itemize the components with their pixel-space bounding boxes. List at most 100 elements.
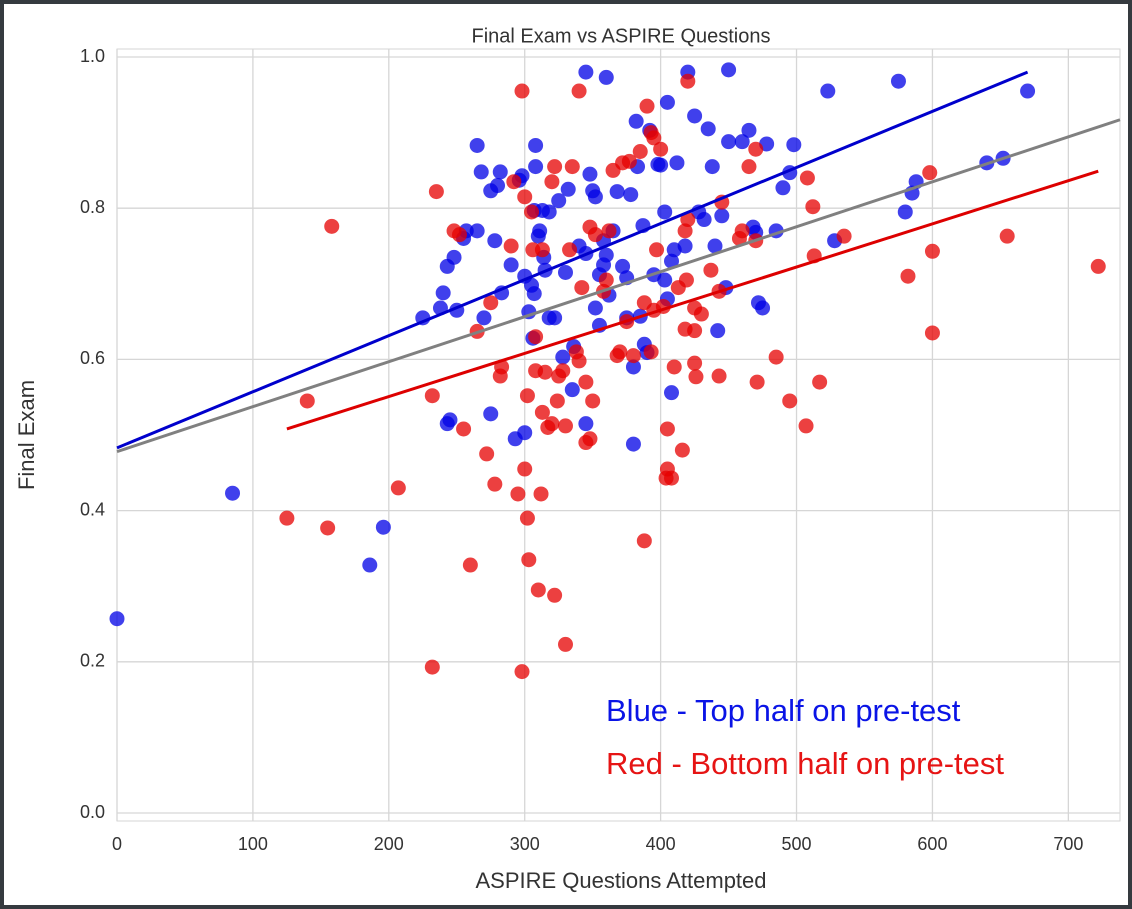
point: [601, 223, 617, 239]
point: [922, 165, 938, 181]
point: [625, 359, 641, 375]
point: [653, 157, 669, 173]
point: [688, 369, 704, 385]
point: [748, 141, 764, 157]
point: [541, 204, 557, 220]
point: [749, 374, 765, 390]
point: [533, 486, 549, 502]
point: [519, 510, 535, 526]
point: [479, 446, 495, 462]
point: [320, 520, 336, 536]
point: [669, 155, 685, 171]
point: [805, 199, 821, 215]
point: [528, 159, 544, 175]
point: [820, 83, 836, 99]
point: [514, 664, 530, 680]
point: [639, 98, 655, 114]
annotation: Blue - Top half on pre-test: [606, 693, 961, 728]
point: [324, 218, 340, 234]
point: [799, 170, 815, 186]
y-tick-label: 0.0: [80, 802, 105, 822]
point: [578, 64, 594, 80]
y-tick-label: 0.8: [80, 197, 105, 217]
point: [710, 323, 726, 339]
point: [557, 264, 573, 280]
point: [362, 557, 378, 573]
point: [609, 184, 625, 200]
point: [897, 204, 913, 220]
point: [279, 510, 295, 526]
x-tick-label: 700: [1053, 834, 1083, 854]
point: [547, 310, 563, 326]
point: [528, 137, 544, 153]
trend-line: [116, 70, 1029, 450]
point: [999, 228, 1015, 244]
point: [582, 166, 598, 182]
point: [587, 189, 603, 205]
point: [560, 181, 576, 197]
point: [625, 348, 641, 364]
point: [687, 355, 703, 371]
point: [664, 470, 680, 486]
chart-title: Final Exam vs ASPIRE Questions: [471, 25, 770, 47]
point: [476, 310, 492, 326]
point: [659, 421, 675, 437]
point: [490, 178, 506, 194]
point: [657, 204, 673, 220]
point: [544, 174, 560, 190]
y-axis-label: Final Exam: [14, 380, 39, 490]
point: [643, 344, 659, 360]
point: [664, 253, 680, 269]
point: [666, 359, 682, 375]
point: [734, 134, 750, 150]
point: [547, 159, 563, 175]
point: [900, 268, 916, 284]
point: [890, 73, 906, 89]
point: [469, 223, 485, 239]
point: [528, 329, 544, 345]
point: [657, 272, 673, 288]
point: [680, 212, 696, 228]
point: [473, 164, 489, 180]
point: [562, 242, 578, 258]
point: [532, 223, 548, 239]
point: [487, 476, 503, 492]
point: [625, 436, 641, 452]
point: [375, 519, 391, 535]
point: [693, 306, 709, 322]
point: [487, 233, 503, 249]
y-tick-label: 0.6: [80, 348, 105, 368]
point: [653, 141, 669, 157]
point: [680, 73, 696, 89]
point: [924, 325, 940, 341]
point: [517, 461, 533, 477]
point: [768, 349, 784, 365]
point: [524, 204, 540, 220]
point: [555, 349, 571, 365]
x-tick-label: 400: [646, 834, 676, 854]
point: [741, 159, 757, 175]
point: [517, 189, 533, 205]
point: [564, 382, 580, 398]
point: [530, 582, 546, 598]
point: [687, 108, 703, 124]
point: [462, 557, 478, 573]
point: [551, 193, 567, 209]
point: [677, 238, 693, 254]
point: [557, 418, 573, 434]
point: [424, 388, 440, 404]
point: [812, 374, 828, 390]
point: [628, 113, 644, 129]
point: [517, 425, 533, 441]
point: [598, 272, 614, 288]
x-tick-label: 0: [112, 834, 122, 854]
point: [299, 393, 315, 409]
point: [582, 431, 598, 447]
point: [564, 159, 580, 175]
point: [428, 184, 444, 200]
point: [587, 300, 603, 316]
point: [521, 552, 537, 568]
x-tick-label: 200: [374, 834, 404, 854]
point: [549, 393, 565, 409]
